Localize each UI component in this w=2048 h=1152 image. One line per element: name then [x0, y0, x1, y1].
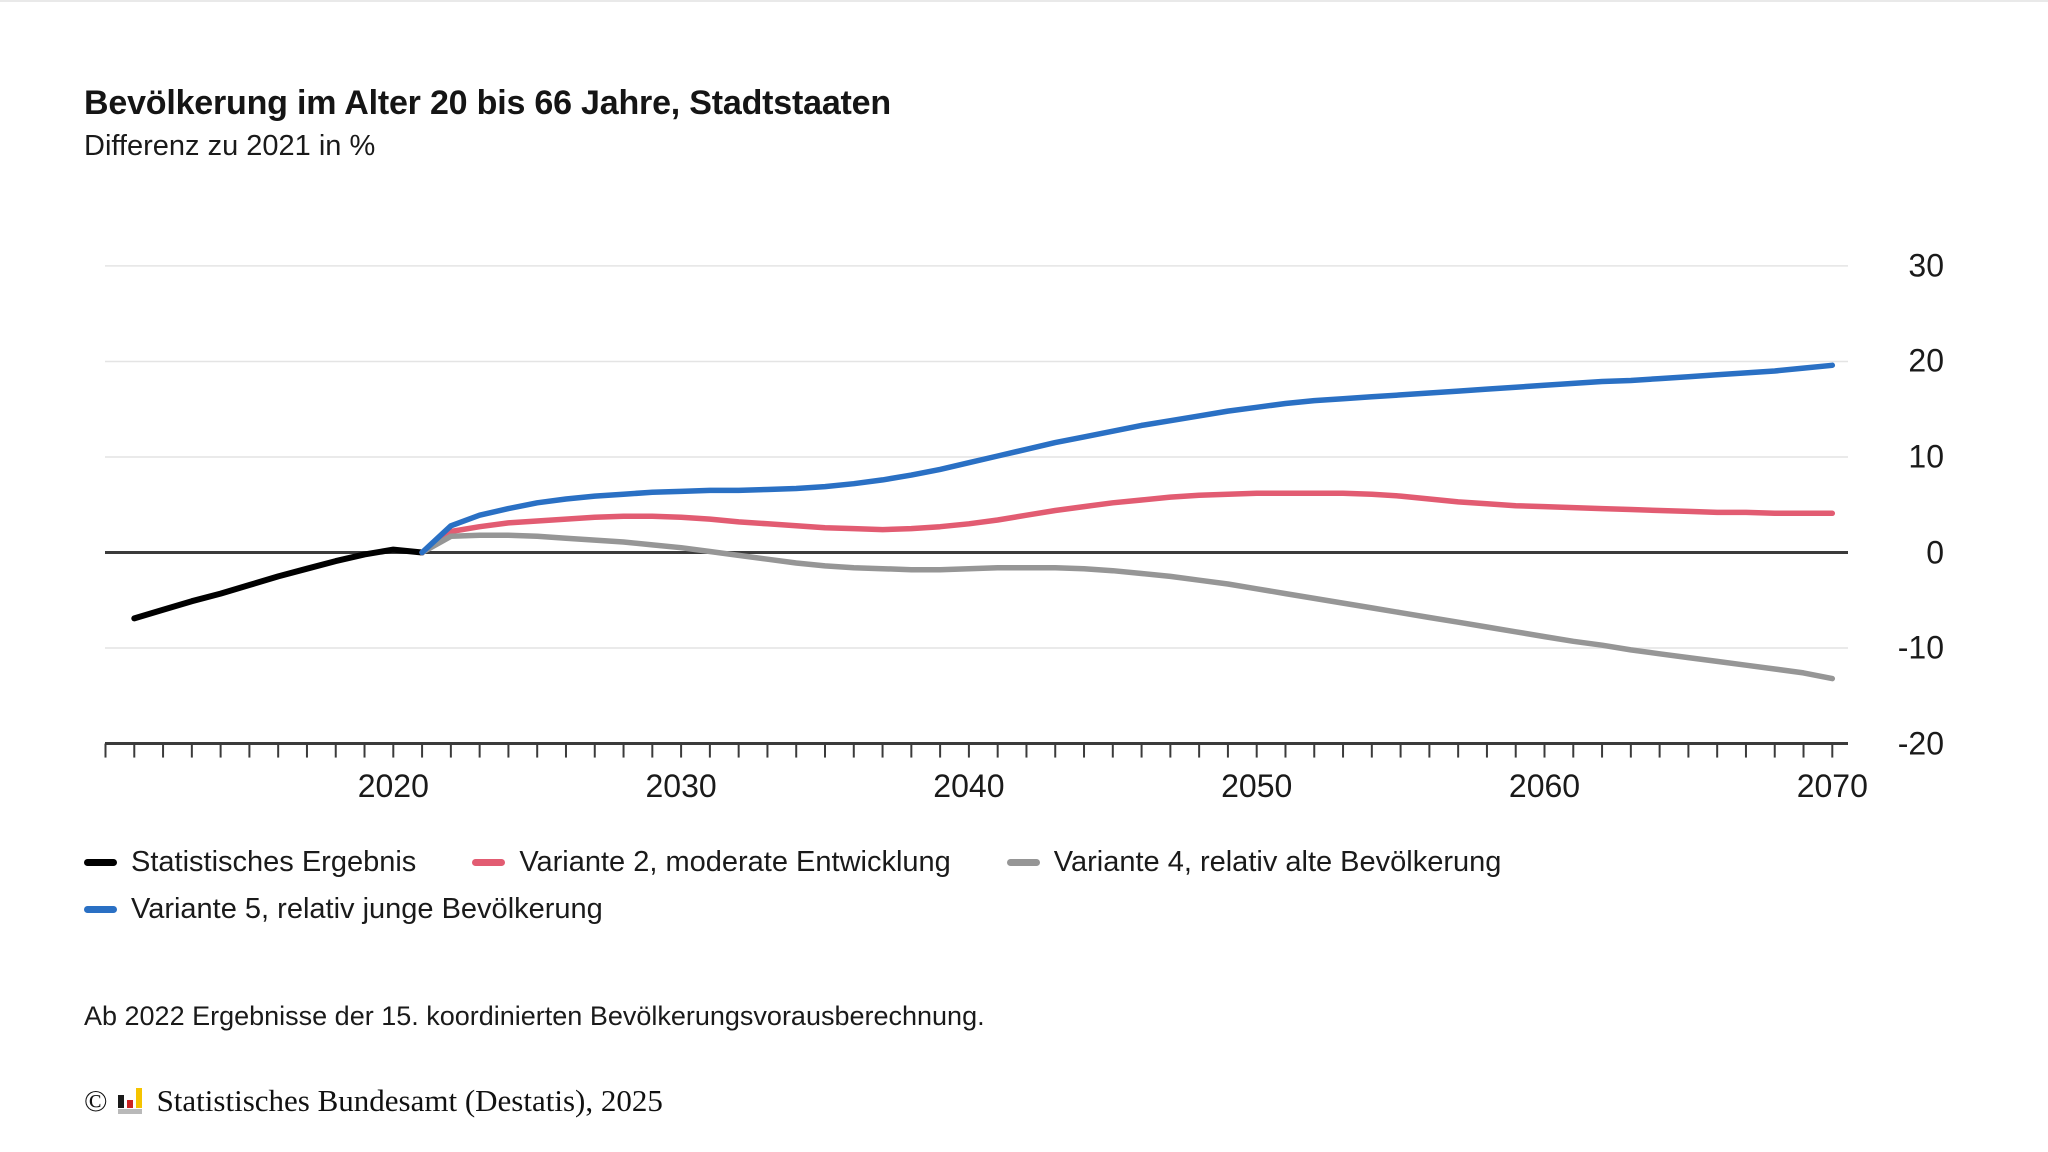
- legend-item-statistisches-ergebnis: Statistisches Ergebnis: [84, 846, 416, 879]
- x-tick-label: 2040: [933, 768, 1005, 804]
- source-text: Statistisches Bundesamt (Destatis), 2025: [156, 1083, 663, 1118]
- top-divider: [0, 0, 2048, 2]
- legend-label: Variante 4, relativ alte Bevölkerung: [1053, 846, 1502, 878]
- legend-swatch-black-icon: [84, 859, 117, 866]
- copyright-symbol: ©: [84, 1083, 108, 1118]
- x-tick-label: 2050: [1221, 768, 1293, 804]
- y-tick-label: 20: [1908, 342, 1944, 379]
- destatis-logo-icon: [117, 1088, 145, 1114]
- x-tick-label: 2020: [357, 768, 429, 804]
- y-tick-label: 0: [1926, 534, 1944, 570]
- legend-label: Variante 2, moderate Entwicklung: [519, 846, 951, 878]
- y-tick-label: 30: [1908, 247, 1944, 284]
- source-line: © Statistisches Bundesamt (Destatis), 20…: [84, 1083, 663, 1119]
- x-tick-label: 2070: [1796, 768, 1868, 804]
- x-tick-label: 2060: [1508, 768, 1581, 804]
- x-tick-label: 2030: [645, 768, 717, 804]
- page-subtitle: Differenz zu 2021 in %: [84, 130, 376, 162]
- chart-legend: Statistisches Ergebnis Variante 2, moder…: [84, 846, 1884, 926]
- legend-item-variante-2: Variante 2, moderate Entwicklung: [472, 846, 951, 879]
- legend-swatch-red-icon: [472, 859, 506, 866]
- y-tick-label: -20: [1897, 725, 1944, 762]
- footnote: Ab 2022 Ergebnisse der 15. koordinierten…: [84, 1001, 985, 1031]
- legend-item-variante-5: Variante 5, relativ junge Bevölkerung: [84, 893, 603, 926]
- legend-label: Variante 5, relativ junge Bevölkerung: [131, 893, 603, 925]
- legend-label: Statistisches Ergebnis: [131, 846, 417, 878]
- y-tick-label: 10: [1908, 438, 1944, 475]
- page-title: Bevölkerung im Alter 20 bis 66 Jahre, St…: [84, 84, 891, 122]
- legend-item-variante-4: Variante 4, relativ alte Bevölkerung: [1006, 846, 1502, 879]
- y-tick-label: -10: [1897, 629, 1944, 666]
- legend-swatch-gray-icon: [1006, 859, 1040, 866]
- legend-swatch-blue-icon: [84, 906, 117, 913]
